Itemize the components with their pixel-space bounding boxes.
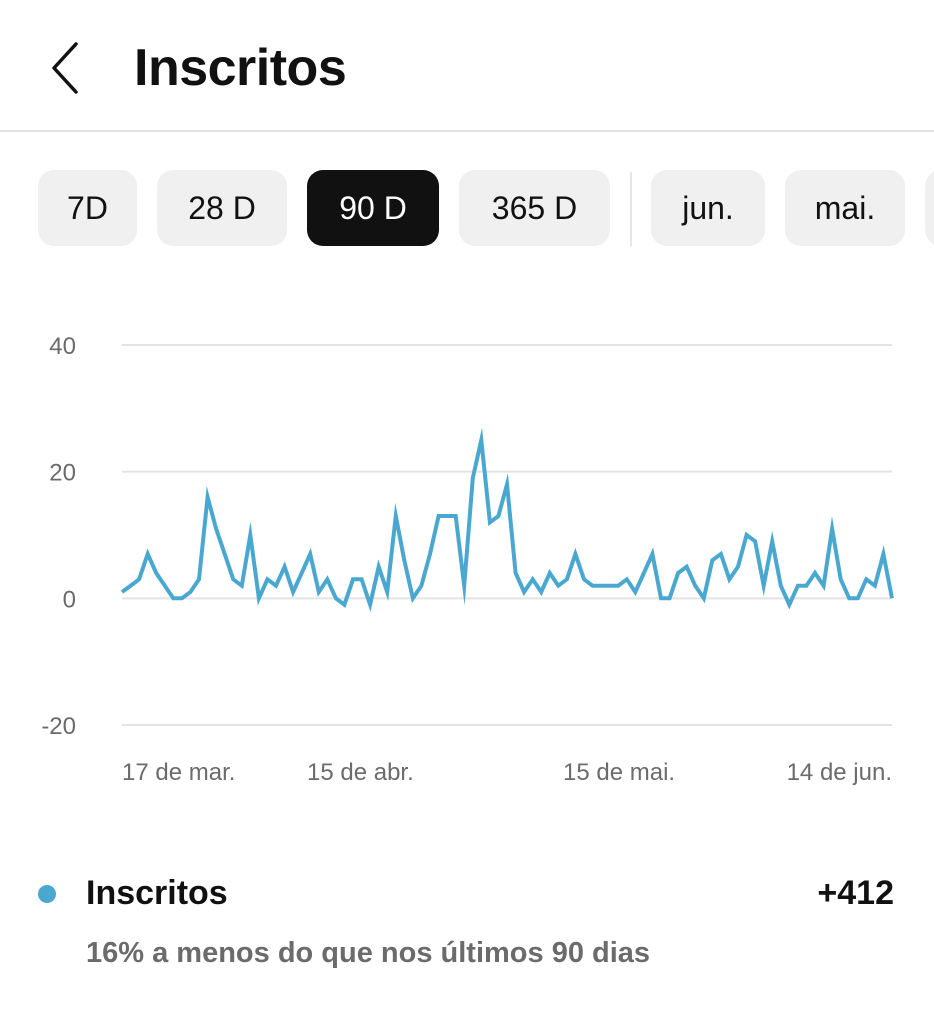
filter-chip-365d[interactable]: 365 D <box>459 170 610 246</box>
filter-chip-jun[interactable]: jun. <box>651 170 765 246</box>
subscribers-chart: 40 20 0 -20 17 de mar. 15 de abr. 15 de mai. 14… <box>0 320 934 800</box>
chevron-left-icon <box>52 42 78 94</box>
y-tick-label: 0 <box>63 586 76 613</box>
back-button[interactable] <box>44 38 94 98</box>
filter-divider <box>630 172 632 246</box>
x-tick-label: 15 de mai. <box>563 759 675 786</box>
y-tick-label: 40 <box>49 333 76 360</box>
filter-chip-90d[interactable]: 90 D <box>307 170 439 246</box>
header: Inscritos <box>0 0 934 132</box>
x-tick-label: 14 de jun. <box>787 759 892 786</box>
filter-chip-28d[interactable]: 28 D <box>157 170 287 246</box>
y-tick-label: 20 <box>49 460 76 487</box>
time-range-filters: 7D 28 D 90 D 365 D jun. mai. <box>0 170 934 248</box>
legend-value: +412 <box>817 874 894 912</box>
filter-chip-overflow[interactable] <box>925 170 934 246</box>
legend-dot <box>38 885 56 903</box>
chart-svg: 40 20 0 -20 17 de mar. 15 de abr. 15 de mai. 14… <box>41 333 894 786</box>
y-tick-label: -20 <box>41 713 76 740</box>
series-line <box>120 427 894 613</box>
page-title: Inscritos <box>134 39 347 97</box>
legend-label: Inscritos <box>86 874 228 912</box>
x-tick-label: 17 de mar. <box>122 759 235 786</box>
filter-chip-mai[interactable]: mai. <box>785 170 905 246</box>
legend-comparison: 16% a menos do que nos últimos 90 dias <box>86 937 651 969</box>
filter-chip-7d[interactable]: 7D <box>38 170 137 246</box>
x-tick-label: 15 de abr. <box>307 759 414 786</box>
